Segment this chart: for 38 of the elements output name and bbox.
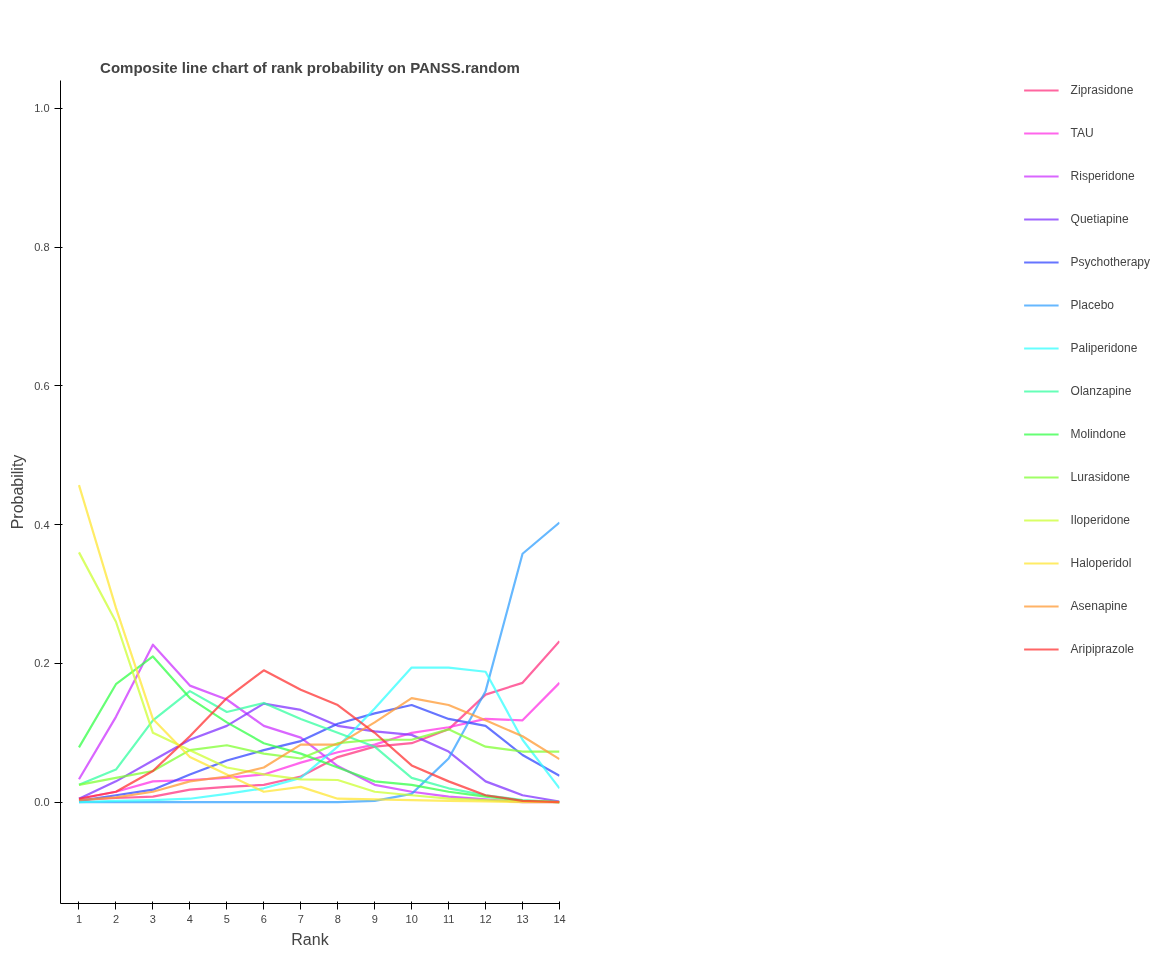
x-tick-label: 10: [405, 912, 418, 925]
legend-label: Psychotherapy: [1070, 255, 1150, 269]
y-axis-title: Probability: [9, 454, 27, 530]
y-tick-label: 0.6: [34, 379, 50, 392]
legend-label: Quetiapine: [1070, 212, 1129, 226]
x-tick-label: 6: [260, 912, 267, 925]
legend-label: Molindone: [1070, 427, 1126, 441]
chart-title: Composite line chart of rank probability on PANSS.random: [100, 58, 520, 76]
x-tick-label: 14: [553, 912, 566, 925]
y-tick-label: 0.8: [34, 241, 50, 254]
legend-label: TAU: [1070, 126, 1094, 140]
x-tick-label: 13: [516, 912, 529, 925]
x-tick-label: 1: [75, 912, 83, 925]
x-tick-label: 7: [297, 912, 304, 925]
legend-label: Ziprasidone: [1070, 83, 1134, 97]
x-tick-label: 11: [442, 912, 455, 925]
legend-label: Haloperidol: [1070, 556, 1132, 570]
x-tick-label: 4: [186, 912, 193, 925]
legend-label: Iloperidone: [1070, 513, 1130, 527]
x-tick-label: 2: [112, 912, 120, 925]
x-tick-label: 12: [479, 912, 492, 925]
y-tick-label: 0.4: [34, 518, 50, 531]
y-tick-label: 0.0: [34, 796, 50, 809]
x-tick-label: 9: [371, 912, 378, 925]
legend-label: Olanzapine: [1070, 384, 1132, 398]
x-tick-label: 8: [334, 912, 341, 925]
legend-label: Risperidone: [1070, 169, 1135, 183]
y-tick-label: 1.0: [34, 102, 50, 115]
legend-label: Asenapine: [1070, 599, 1128, 613]
x-tick-label: 3: [149, 912, 156, 925]
line-series: [77, 728, 560, 786]
x-axis-title: Rank: [291, 930, 330, 948]
legend-label: Paliperidone: [1070, 341, 1138, 355]
legend-label: Lurasidone: [1070, 470, 1130, 484]
legend-label: Placebo: [1070, 298, 1114, 312]
y-tick-label: 0.2: [34, 657, 50, 670]
legend-label: Aripiprazole: [1070, 642, 1134, 656]
x-tick-label: 5: [223, 912, 230, 925]
